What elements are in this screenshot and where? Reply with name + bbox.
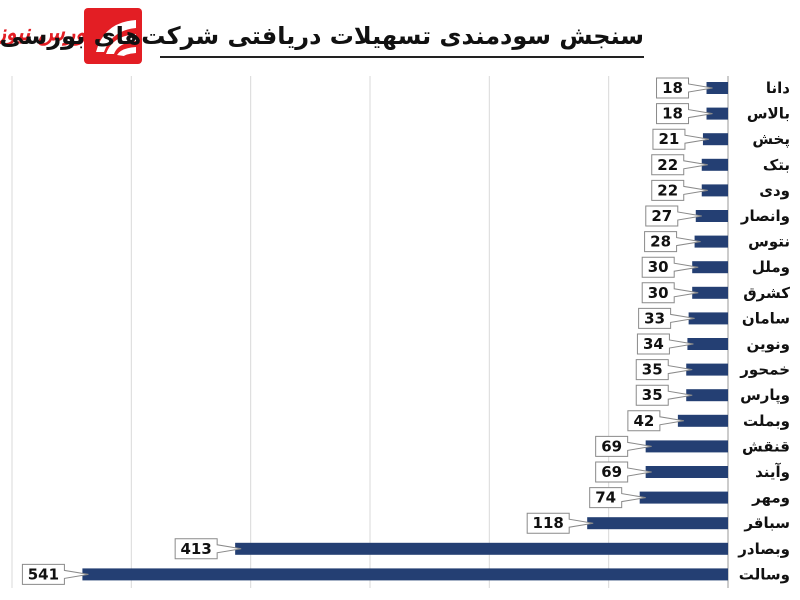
data-label: 541 (28, 565, 59, 583)
bar (587, 517, 728, 530)
category-label: وبملت (743, 412, 790, 430)
data-callout (644, 231, 701, 253)
data-callout (595, 461, 652, 483)
category-label: وسالت (739, 565, 790, 583)
bar (695, 210, 728, 222)
category-label: وانصار (740, 207, 790, 225)
data-label: 34 (643, 335, 664, 353)
bar (677, 414, 728, 427)
data-label: 35 (642, 386, 663, 404)
category-label: نتوس (748, 233, 790, 251)
bar (701, 158, 728, 171)
data-callout (636, 333, 694, 355)
bar (694, 235, 728, 248)
bar (235, 542, 729, 555)
category-label: سامان (742, 309, 790, 327)
data-label: 27 (651, 207, 672, 225)
data-label: 69 (601, 437, 622, 455)
data-callout (21, 563, 89, 585)
data-callout (174, 538, 242, 560)
category-label: پخش (752, 130, 790, 149)
data-label: 18 (662, 79, 683, 97)
data-label: 18 (662, 105, 683, 123)
category-label: کشرق (743, 284, 790, 302)
bar (687, 338, 728, 350)
category-label: ودی (759, 181, 790, 199)
data-label: 30 (648, 284, 669, 302)
labels: دانا 18 بالاس 18 پخش 21 بتک 22 ودی 22 وانصار 27 نتوس… (21, 77, 791, 585)
bar (645, 440, 728, 453)
data-label: 30 (648, 258, 669, 276)
data-label: 22 (657, 156, 678, 174)
data-callout (656, 103, 713, 125)
bar (701, 184, 728, 197)
bar (706, 82, 728, 94)
bars (82, 82, 729, 581)
data-callout (635, 359, 693, 381)
category-label: سباقر (743, 514, 790, 532)
chart-title: سنجش سودمندی تسهیلات دریافتی شرکت‌های بو… (0, 22, 644, 50)
bar (686, 363, 728, 376)
bar (688, 312, 728, 325)
data-callout (656, 77, 713, 99)
bar (706, 107, 728, 120)
data-label: 74 (595, 489, 616, 507)
data-callout (635, 384, 693, 406)
bar (692, 286, 728, 299)
data-callout (645, 205, 702, 227)
data-label: 28 (650, 233, 671, 251)
data-callout (651, 154, 708, 176)
bar (82, 568, 728, 581)
category-label: قنقش (742, 437, 790, 455)
bar (702, 133, 728, 146)
category-label: بالاس (747, 105, 790, 123)
svg-text:بورس نیوز: بورس نیوز (0, 20, 94, 46)
grid-lines (11, 76, 729, 588)
data-callout (595, 435, 652, 457)
category-label: وملل (752, 258, 790, 276)
data-callout (627, 410, 684, 432)
category-label: دانا (766, 79, 790, 97)
data-callout (526, 512, 594, 534)
data-callout (641, 256, 699, 278)
category-label: ومهر (751, 489, 790, 507)
bar (639, 491, 728, 504)
data-callout (652, 128, 710, 150)
data-label: 35 (642, 361, 663, 379)
data-label: 42 (633, 412, 654, 430)
data-callout (641, 282, 699, 304)
data-callout (589, 487, 646, 509)
category-label: خمحور (739, 361, 790, 379)
bar (692, 261, 728, 274)
data-callout (651, 179, 708, 201)
title-underline (160, 56, 644, 58)
bar (686, 389, 728, 402)
category-label: ونوین (747, 335, 791, 353)
data-label: 69 (601, 463, 622, 481)
data-label: 33 (644, 309, 665, 327)
data-label: 413 (180, 540, 211, 558)
category-label: وپارس (740, 386, 790, 405)
bar (645, 466, 728, 478)
data-label: 118 (533, 514, 564, 532)
category-label: بتک (763, 156, 790, 174)
category-label: وبصادر (737, 540, 790, 558)
bourse-news-logo: بورس نیوز (0, 8, 142, 64)
category-label: وآیند (755, 463, 790, 481)
data-label: 21 (659, 130, 680, 148)
data-callout (638, 307, 695, 329)
data-label: 22 (657, 181, 678, 199)
